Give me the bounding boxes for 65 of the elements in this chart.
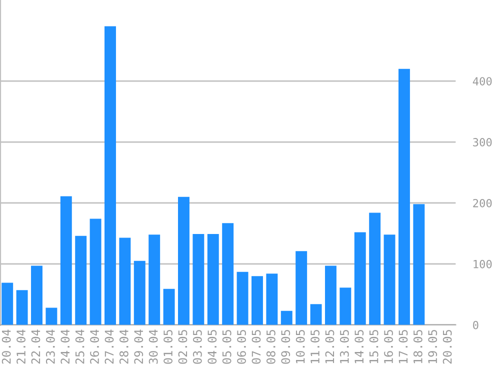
bar bbox=[384, 234, 396, 325]
x-tick-label: 11.05 bbox=[310, 330, 320, 364]
bar bbox=[340, 288, 352, 325]
x-tick-label: 21.04 bbox=[16, 330, 26, 364]
y-tick-label: 200 bbox=[473, 198, 492, 208]
x-tick-label: 12.05 bbox=[325, 330, 334, 364]
bar bbox=[413, 204, 425, 325]
bar bbox=[354, 232, 366, 325]
x-tick-label: 10.05 bbox=[296, 330, 305, 364]
bar bbox=[16, 290, 28, 325]
bar bbox=[192, 234, 204, 325]
x-tick-label: 24.04 bbox=[60, 330, 70, 364]
bar bbox=[119, 238, 131, 325]
x-tick-label: 29.04 bbox=[134, 330, 144, 364]
bar bbox=[369, 212, 381, 325]
x-tick-label: 28.04 bbox=[119, 330, 128, 364]
y-tick-label: 400 bbox=[472, 77, 492, 86]
bar bbox=[296, 251, 308, 325]
x-tick-label: 15.05 bbox=[369, 330, 378, 364]
bar bbox=[104, 26, 116, 325]
x-tick-label: 27.04 bbox=[104, 330, 114, 364]
bar bbox=[2, 282, 14, 325]
x-tick-label: 26.04 bbox=[90, 330, 99, 364]
x-tick-label: 09.05 bbox=[281, 330, 290, 364]
x-tick-label: 23.04 bbox=[46, 330, 55, 364]
x-tick-label: 13.05 bbox=[340, 330, 349, 364]
x-tick-label: 20.05 bbox=[442, 330, 452, 364]
x-tick-label: 04.05 bbox=[208, 330, 217, 364]
x-tick-label: 05.05 bbox=[222, 330, 232, 364]
y-tick-label: 0 bbox=[473, 320, 478, 330]
x-tick-label: 07.05 bbox=[252, 330, 261, 364]
bar bbox=[280, 310, 292, 325]
bar bbox=[90, 218, 102, 325]
bar bbox=[222, 223, 234, 325]
x-tick-label: 30.04 bbox=[148, 330, 158, 364]
x-tick-label: 20.04 bbox=[2, 330, 11, 364]
bar bbox=[134, 260, 146, 325]
bar bbox=[236, 272, 248, 325]
x-tick-label: 16.05 bbox=[384, 330, 393, 364]
bar bbox=[207, 234, 219, 325]
y-tick-label: 100 bbox=[474, 260, 492, 268]
bar bbox=[60, 196, 72, 325]
bar bbox=[398, 68, 410, 325]
bar bbox=[324, 266, 336, 325]
x-tick-label: 25.04 bbox=[75, 330, 84, 364]
x-tick-label: 03.05 bbox=[192, 330, 202, 364]
x-tick-label: 19.05 bbox=[428, 330, 438, 364]
x-tick-label: 18.05 bbox=[413, 330, 422, 364]
x-tick-label: 14.05 bbox=[354, 330, 364, 364]
y-tick-label: 300 bbox=[473, 138, 492, 146]
bar bbox=[163, 288, 175, 325]
bar bbox=[46, 308, 58, 325]
x-tick-label: 22.04 bbox=[31, 330, 40, 364]
bar bbox=[252, 276, 263, 325]
x-tick-label: 01.05 bbox=[164, 330, 172, 364]
x-tick-label: 17.05 bbox=[398, 330, 408, 364]
bar bbox=[31, 266, 42, 325]
bar bbox=[266, 274, 278, 325]
bar bbox=[148, 234, 160, 325]
x-tick-label: 08.05 bbox=[266, 330, 276, 364]
x-tick-label: 06.05 bbox=[237, 330, 246, 364]
bar bbox=[310, 304, 322, 325]
bar bbox=[75, 236, 87, 325]
x-tick-label: 02.05 bbox=[178, 330, 188, 364]
bar bbox=[178, 196, 190, 325]
